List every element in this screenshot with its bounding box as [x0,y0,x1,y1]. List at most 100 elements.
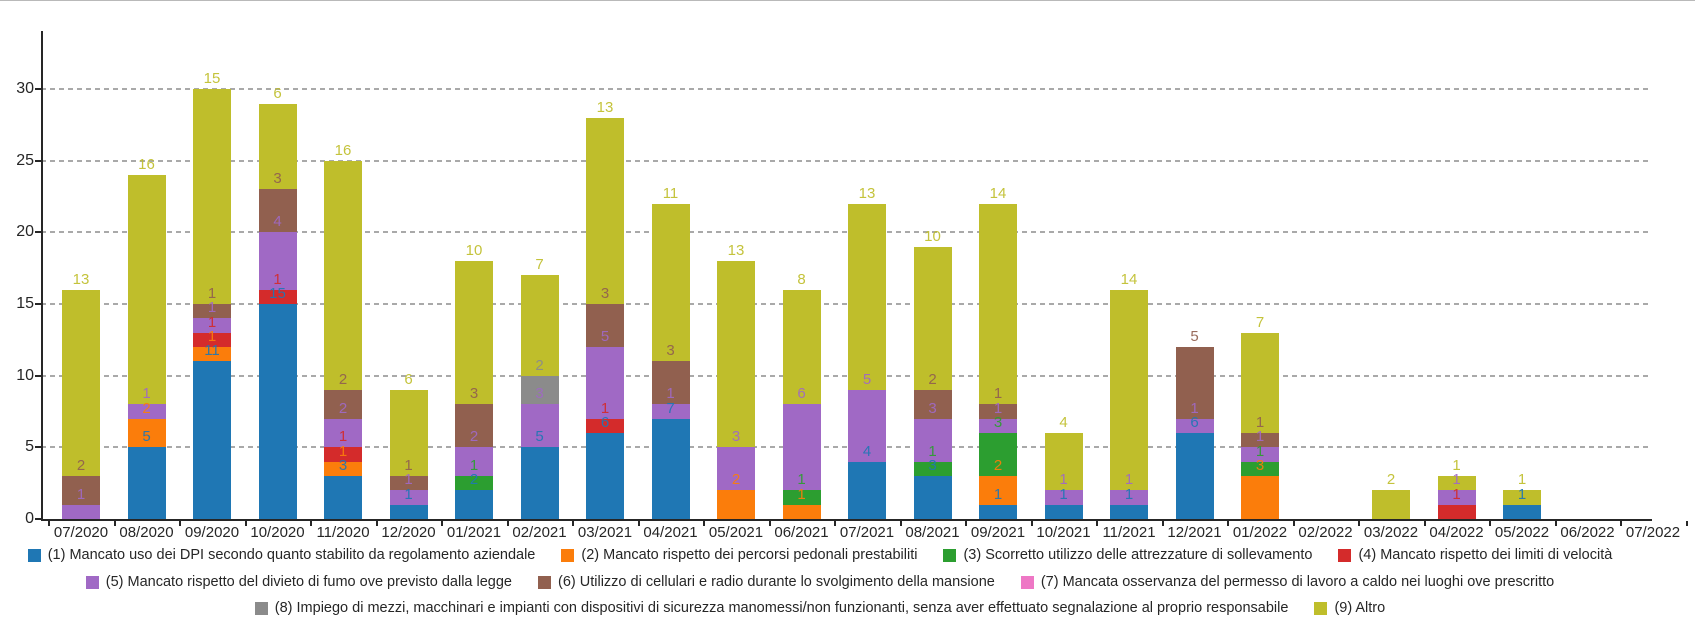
bar-segment[interactable] [389,390,428,476]
legend-label: (3) Scorretto utilizzo delle attrezzatur… [963,547,1313,563]
bar-segment[interactable] [782,504,821,519]
bar-segment[interactable] [651,361,690,405]
bar-segment[interactable] [717,447,755,491]
bar-segment[interactable] [1437,476,1476,491]
bar-segment[interactable] [848,390,886,462]
bar-segment[interactable] [979,418,1017,434]
bar-segment[interactable] [979,504,1017,519]
bar-segment[interactable] [258,103,297,190]
bar-segment[interactable] [258,289,297,305]
bar-segment[interactable] [324,461,362,476]
bar-segment[interactable] [1503,490,1541,505]
bar-segment[interactable] [193,332,231,348]
bar-segment[interactable] [193,304,231,319]
bar-segment[interactable] [127,418,166,448]
bar-segment[interactable] [324,476,362,519]
bar-segment[interactable] [193,361,231,519]
bar-segment[interactable] [258,189,297,233]
legend-item[interactable]: (5) Mancato rispetto del divieto di fumo… [85,574,512,590]
bar-segment[interactable] [913,476,952,519]
bar-segment[interactable] [520,447,559,519]
bar-segment[interactable] [979,476,1017,505]
bar-segment[interactable] [586,304,624,348]
bar-segment[interactable] [193,347,231,362]
bar-segment[interactable] [1044,433,1083,491]
bar-segment[interactable] [324,390,362,419]
legend-item[interactable]: (8) Impiego di mezzi, macchinari e impia… [254,600,1288,616]
bar-segment[interactable] [979,203,1017,405]
bar-segment[interactable] [651,418,690,519]
legend-item[interactable]: (7) Mancata osservanza del permesso di l… [1020,574,1554,590]
bar-segment[interactable] [1372,490,1410,519]
bar-segment[interactable] [1044,504,1083,519]
bar-segment[interactable] [520,404,559,448]
bar-segment[interactable] [848,203,886,391]
bar-segment[interactable] [586,347,624,419]
bar-segment[interactable] [979,433,1017,476]
bar-segment[interactable] [127,175,166,405]
bar-segment[interactable] [717,490,755,519]
bar-segment[interactable] [1241,461,1279,476]
bar-segment[interactable] [1241,433,1279,448]
bar-segment[interactable] [1241,476,1279,519]
bar-segment[interactable] [913,246,952,391]
legend-item[interactable]: (6) Utilizzo di cellulari e radio durant… [538,574,995,590]
bar-segment[interactable] [586,433,624,519]
bar-segment[interactable] [1110,289,1148,491]
legend-item[interactable]: (3) Scorretto utilizzo delle attrezzatur… [943,547,1312,563]
bar-segment[interactable] [782,490,821,505]
bar-segment[interactable] [324,418,362,448]
bar-segment[interactable] [1044,490,1083,505]
bar-segment[interactable] [782,289,821,405]
legend-item[interactable]: (2) Mancato rispetto dei percorsi pedona… [561,547,917,563]
bar-segment[interactable] [455,490,493,519]
bar-segment[interactable] [782,404,821,491]
bar-segment[interactable] [1241,332,1279,434]
bar-segment[interactable] [324,160,362,391]
legend-item[interactable]: (1) Mancato uso dei DPI secondo quanto s… [27,547,535,563]
bar-segment[interactable] [455,476,493,491]
legend-item[interactable]: (4) Mancato rispetto dei limiti di veloc… [1338,547,1612,563]
bar-value-label: 1 [1059,471,1068,489]
bar-segment[interactable] [258,304,297,519]
bar-segment[interactable] [1437,504,1476,519]
bar-segment[interactable] [62,289,100,477]
bar-segment[interactable] [389,504,428,519]
bar-segment[interactable] [979,404,1017,419]
bar-segment[interactable] [913,418,952,462]
bar-segment[interactable] [62,504,100,519]
bar-segment[interactable] [520,375,559,405]
bar-segment[interactable] [848,461,886,519]
bar-segment[interactable] [324,447,362,462]
bar-segment[interactable] [258,232,297,290]
bar-segment[interactable] [651,404,690,419]
legend-item[interactable]: (9) Altro [1314,600,1385,616]
bar-segment[interactable] [127,447,166,519]
bar-segment[interactable] [389,476,428,491]
y-tick-5 [35,446,41,449]
bar-segment[interactable] [389,490,428,505]
bar-segment[interactable] [455,447,493,476]
bar-segment[interactable] [1437,490,1476,505]
bar-segment[interactable] [1503,504,1541,519]
bar-segment[interactable] [1175,418,1214,434]
bar-segment[interactable] [455,261,493,405]
bar-segment[interactable] [586,117,624,305]
bar-segment[interactable] [913,390,952,419]
bar-segment[interactable] [651,203,690,362]
bar-segment[interactable] [455,404,493,448]
bar-segment[interactable] [1241,447,1279,462]
bar-segment[interactable] [127,404,166,419]
bar-segment[interactable] [193,89,231,305]
bar-segment[interactable] [1175,347,1214,419]
bar-segment[interactable] [717,261,755,448]
bar-segment[interactable] [1110,504,1148,519]
bar-segment[interactable] [62,476,100,505]
bar-segment[interactable] [520,275,559,376]
bar-segment[interactable] [1110,490,1148,505]
bar-segment[interactable] [913,461,952,476]
bar-segment[interactable] [193,318,231,333]
bar-segment[interactable] [586,418,624,434]
x-tick [441,521,444,526]
bar-segment[interactable] [1175,433,1214,519]
